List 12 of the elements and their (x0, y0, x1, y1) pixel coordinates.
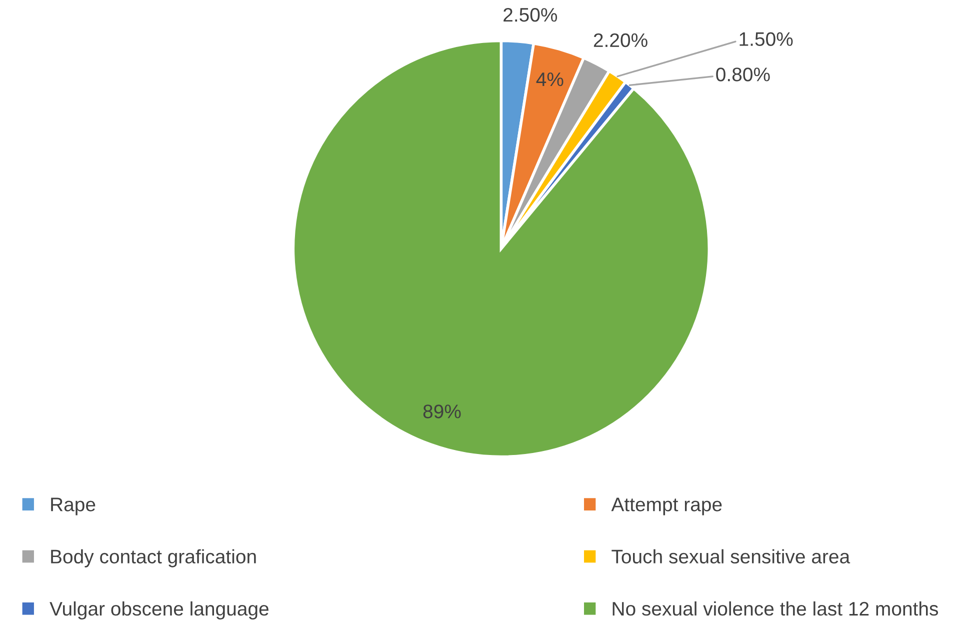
data-label: 4% (536, 72, 564, 86)
data-label: 1.50% (740, 32, 793, 46)
legend-label: Rape (51, 498, 96, 516)
data-label: 89% (423, 404, 461, 418)
data-label: 2.20% (594, 33, 648, 48)
legend-label: No sexual violence the last 12 months (612, 601, 938, 616)
legend-label: Attempt rape (611, 498, 722, 516)
legend-label: Vulgar obscene language (50, 601, 268, 620)
data-label: 2.50% (504, 8, 558, 22)
legend-label: Touch sexual sensitive area (612, 549, 850, 564)
data-label: 0.80% (716, 68, 770, 82)
legend-label: Body contact grafication (51, 549, 256, 568)
